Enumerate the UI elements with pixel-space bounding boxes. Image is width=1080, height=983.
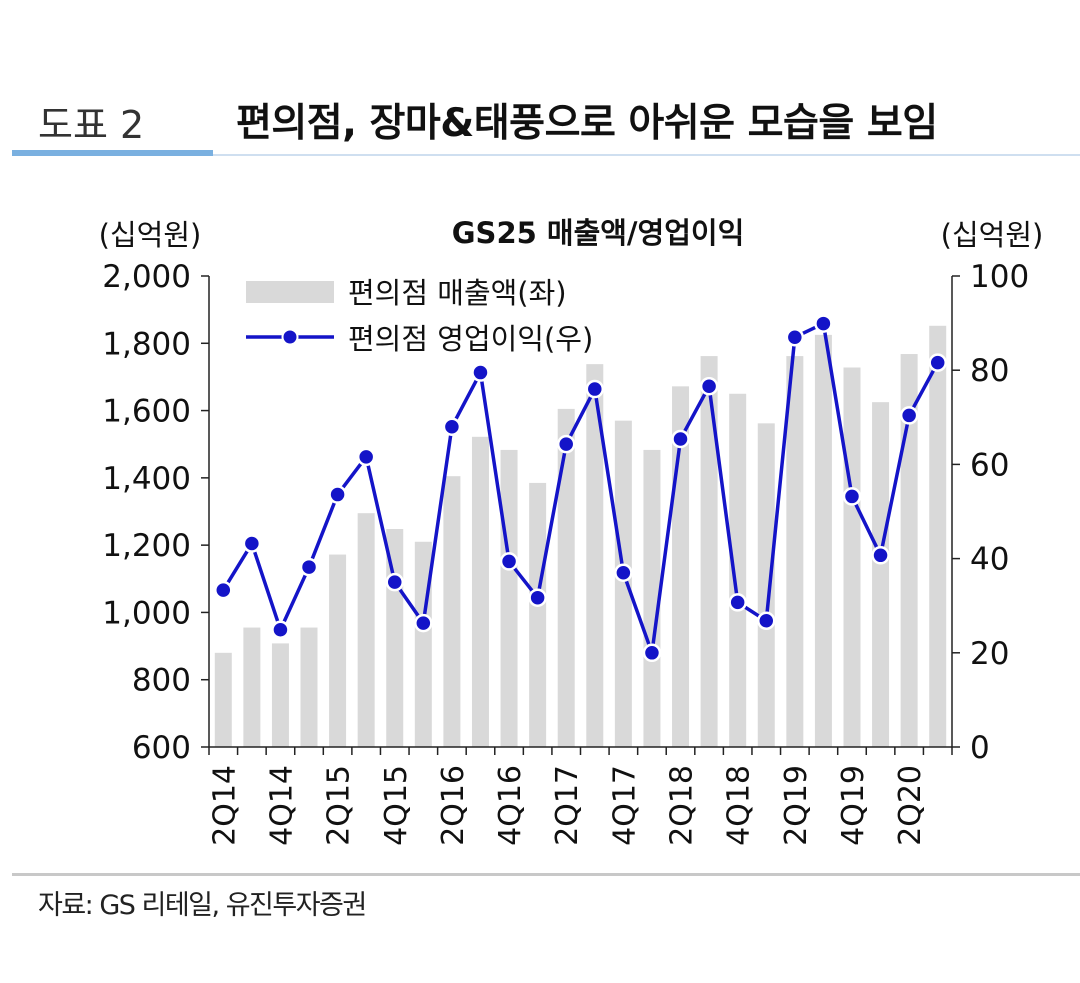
bar-2Q20 (900, 354, 918, 747)
bar-1Q15 (300, 627, 318, 747)
y-right-tick-label: 20 (970, 636, 1009, 672)
profit-point-1Q20 (871, 546, 890, 565)
source-note: 자료: GS 리테일, 유진투자증권 (38, 890, 367, 921)
profit-point-3Q17 (585, 379, 605, 399)
x-tick-label: 4Q16 (493, 765, 528, 846)
bar-4Q16 (500, 449, 518, 747)
x-tick-label: 4Q17 (607, 765, 642, 846)
bar-4Q19 (843, 367, 861, 747)
report-header: 도표 2 편의점, 장마&태풍으로 아쉬운 모습을 보임 (0, 0, 1080, 160)
profit-point-3Q15 (356, 447, 376, 467)
profit-point-1Q17 (528, 588, 547, 607)
profit-point-4Q19 (842, 487, 862, 506)
y-right-tick-label: 80 (970, 353, 1009, 389)
bar-4Q14 (271, 643, 289, 747)
line-series (214, 314, 947, 663)
chart: GS25 매출액/영업이익 (십억원) (십억원) 6008001,0001,2… (99, 216, 1044, 846)
y-left-tick-label: 600 (132, 730, 191, 766)
bar-1Q18 (643, 449, 661, 747)
bar-1Q17 (529, 482, 547, 747)
profit-point-2Q20 (899, 406, 919, 425)
y-left-tick-label: 2,000 (102, 259, 191, 295)
y-right-tick-label: 40 (970, 542, 1009, 578)
profit-point-2Q17 (556, 434, 576, 454)
y-left-tick-label: 1,600 (102, 394, 191, 430)
profit-point-2Q16 (442, 417, 462, 436)
profit-point-3Q19 (814, 314, 833, 333)
profit-point-1Q15 (299, 557, 319, 577)
profit-point-2Q18 (671, 429, 690, 449)
bar-3Q17 (586, 364, 604, 747)
x-tick-label: 4Q14 (264, 765, 299, 846)
bar-series (214, 325, 947, 747)
x-tick-label: 2Q16 (436, 765, 471, 846)
profit-point-1Q18 (642, 643, 662, 663)
x-tick-label: 4Q19 (836, 765, 871, 846)
x-tick-label: 2Q20 (893, 765, 928, 846)
bar-1Q20 (872, 402, 890, 747)
legend-bar-label: 편의점 매출액(좌) (348, 276, 567, 310)
y-right-tick-label: 60 (970, 447, 1009, 483)
axes: 600 800 1,000 1,200 1,400 1,600 1,800 2,000 0 20 4… (102, 259, 1029, 846)
bar-3Q15 (357, 513, 375, 747)
x-tick-label: 2Q17 (550, 765, 585, 846)
profit-point-3Q14 (242, 534, 262, 553)
profit-point-2Q19 (785, 327, 805, 347)
figure-title: 편의점, 장마&태풍으로 아쉬운 모습을 보임 (236, 101, 938, 146)
legend-line-label: 편의점 영업이익(우) (348, 322, 593, 356)
x-tick-label: 2Q19 (779, 765, 814, 846)
profit-point-2Q15 (328, 485, 347, 504)
bar-2Q19 (786, 356, 804, 747)
y-right-tick-label: 100 (970, 259, 1029, 295)
profit-point-4Q14 (271, 620, 290, 639)
x-tick-label: 4Q18 (722, 765, 757, 846)
bar-3Q19 (814, 334, 832, 747)
profit-point-3Q18 (699, 376, 719, 396)
profit-point-4Q17 (614, 563, 633, 582)
x-tick-label: 2Q14 (207, 765, 242, 846)
y-left-tick-label: 800 (132, 663, 191, 699)
profit-point-4Q16 (499, 552, 519, 571)
bar-3Q18 (700, 356, 718, 747)
profit-point-1Q16 (414, 613, 433, 633)
bar-1Q19 (757, 423, 775, 747)
chart-title: GS25 매출액/영업이익 (452, 216, 745, 250)
bar-2Q17 (557, 408, 575, 747)
bar-3Q20 (929, 325, 947, 747)
profit-point-1Q19 (757, 611, 776, 631)
y-right-tick-label: 0 (970, 730, 990, 766)
figure-label: 도표 2 (38, 103, 145, 147)
y-axis-left-label: (십억원) (99, 218, 202, 252)
x-tick-label: 4Q15 (379, 765, 414, 846)
bar-3Q16 (471, 436, 489, 747)
header-divider (213, 154, 1080, 156)
y-left-tick-label: 1,200 (102, 528, 191, 564)
y-left-tick-label: 1,000 (102, 595, 191, 631)
bar-2Q16 (443, 476, 461, 747)
legend: 편의점 매출액(좌) 편의점 영업이익(우) (246, 276, 593, 356)
header-accent-rule (12, 150, 213, 156)
profit-point-3Q20 (928, 353, 947, 372)
profit-point-3Q16 (471, 363, 490, 382)
bar-2Q15 (329, 554, 347, 747)
profit-point-4Q18 (728, 593, 747, 612)
bar-4Q18 (729, 393, 747, 747)
profit-point-4Q15 (385, 572, 404, 592)
x-tick-label: 2Q15 (322, 765, 357, 846)
legend-line-marker (281, 328, 299, 346)
bar-2Q14 (214, 652, 232, 747)
x-tick-label: 2Q18 (665, 765, 700, 846)
bar-4Q17 (614, 420, 632, 747)
profit-point-2Q14 (214, 580, 233, 600)
y-left-tick-label: 1,400 (102, 461, 191, 497)
y-axis-right-label: (십억원) (941, 218, 1044, 252)
bar-3Q14 (243, 627, 261, 747)
y-left-tick-label: 1,800 (102, 326, 191, 362)
legend-bar-swatch (246, 281, 334, 303)
footer-divider (12, 873, 1080, 876)
